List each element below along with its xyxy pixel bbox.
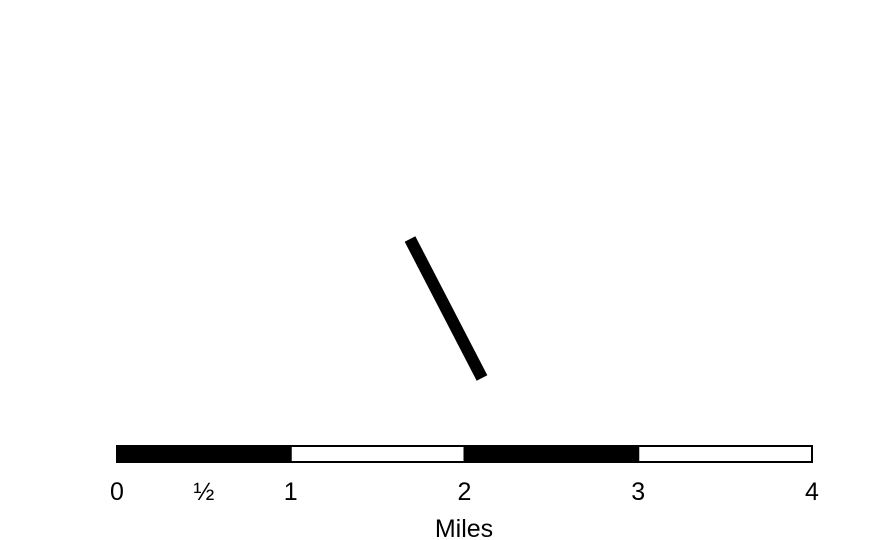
scale-bar-tick-label: 4 <box>805 478 819 506</box>
scale-bar-tick-label: 0 <box>110 478 124 506</box>
scale-bar-units-label: Miles <box>435 515 493 540</box>
scale-bar-segments <box>116 445 813 463</box>
scale-bar-tick-label: 2 <box>458 478 472 506</box>
road-segment <box>404 236 488 381</box>
scale-bar: 0 ½ 1 2 3 4 Miles <box>110 445 819 540</box>
scale-bar-tick-label: 3 <box>631 478 645 506</box>
scale-bar-segment-1 <box>116 445 292 463</box>
scale-bar-tick-label: ½ <box>193 478 214 506</box>
scale-bar-tick-labels: 0 ½ 1 2 3 4 <box>110 478 819 506</box>
scale-bar-tick-label: 1 <box>284 478 298 506</box>
scale-bar-segment-3 <box>463 445 640 463</box>
scale-bar-segment-2 <box>289 445 466 463</box>
scale-bar-segment-4 <box>637 445 813 463</box>
